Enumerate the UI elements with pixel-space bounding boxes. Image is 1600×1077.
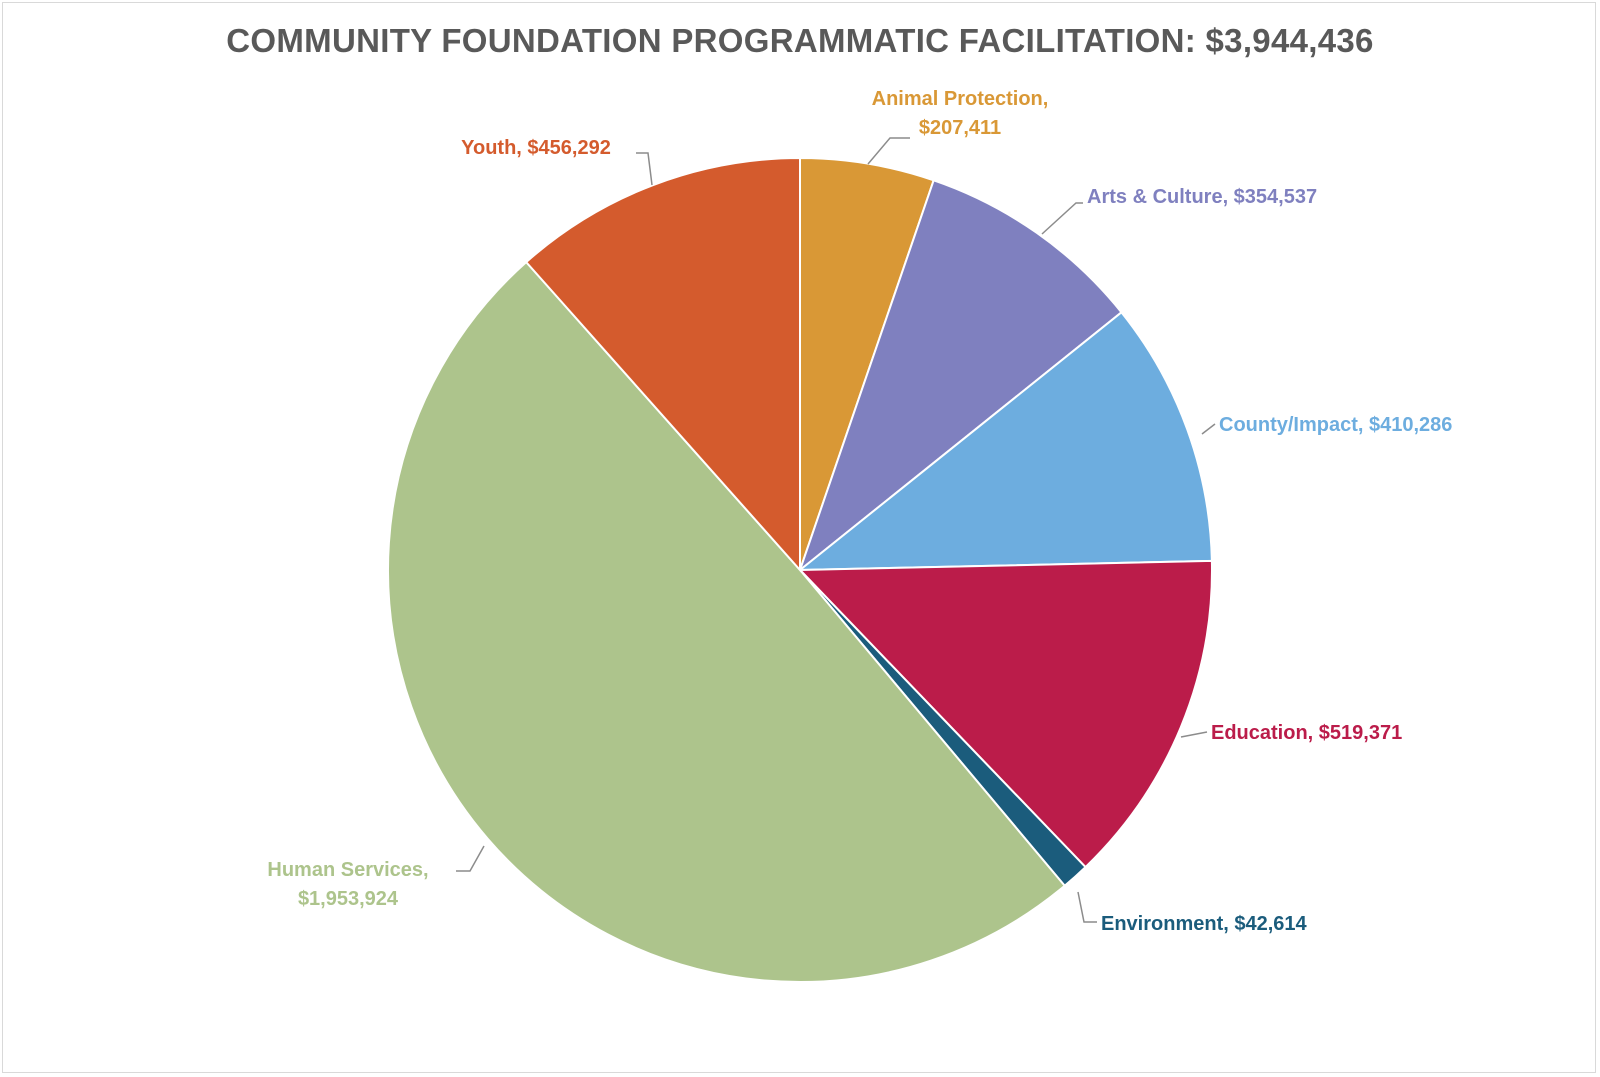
data-label-environment: Environment, $42,614 [1101,913,1308,935]
pie-slice-youth [524,156,801,573]
pie-slice-human-services [387,260,1067,983]
data-label-county-impact: County/Impact, $410,286 [1219,414,1452,436]
data-label-human-services: Human Services, $1,953,924 [267,859,428,910]
leader-line-youth [636,152,653,186]
leader-line-environment [1077,891,1097,923]
leader-line-county-impact [1201,423,1216,435]
leader-line-education [1180,731,1208,738]
leader-line-human-services [456,845,485,872]
leader-line-animal-protection [867,137,910,165]
pie-slice-county-impact [797,310,1213,572]
leader-line-arts-culture [1041,202,1083,235]
chart-title: COMMUNITY FOUNDATION PROGRAMMATIC FACILI… [226,22,1374,59]
data-label-education: Education, $519,371 [1211,722,1402,744]
data-label-animal-protection: Animal Protection, $207,411 [872,88,1049,139]
data-label-youth: Youth, $456,292 [461,137,611,159]
pie-slice-education [797,559,1213,869]
data-label-arts-culture: Arts & Culture, $354,537 [1087,186,1317,208]
pie-slices [387,156,1213,983]
data-label-value: $207,411 [919,117,1001,139]
data-label-category: Animal Protection, [872,88,1049,110]
data-label-category: Human Services, [267,859,428,881]
data-label-value: $1,953,924 [298,888,399,910]
pie-slice-arts-culture [797,179,1123,573]
